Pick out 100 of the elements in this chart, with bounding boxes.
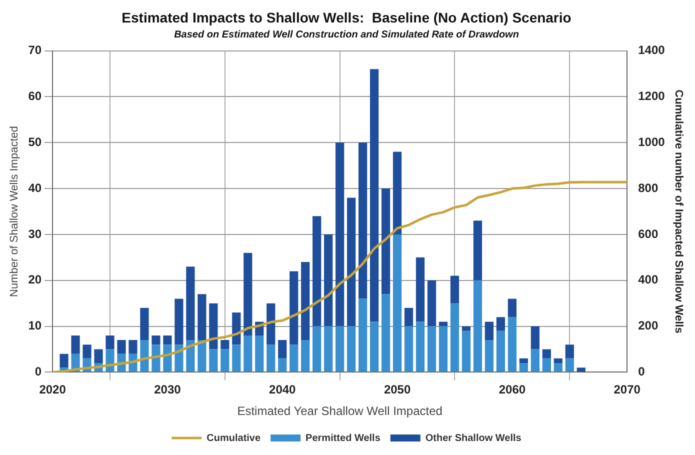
bar [462, 330, 471, 372]
bar [209, 349, 218, 372]
y-tick-label: 50 [28, 134, 42, 149]
bar [576, 368, 586, 372]
bar [140, 308, 149, 340]
bar [163, 344, 172, 372]
bar [140, 340, 149, 372]
bar [404, 326, 414, 372]
y-tick-label: 60 [28, 89, 42, 104]
bar [163, 335, 172, 345]
bar [473, 220, 482, 280]
y2-tick-label: 400 [638, 272, 658, 287]
bar [186, 266, 195, 340]
y2-tick-label: 1000 [638, 134, 666, 149]
bar [427, 280, 436, 326]
bar [554, 358, 562, 364]
y2-tick-label: 1400 [638, 43, 666, 58]
y-tick-label: 30 [28, 226, 42, 241]
bar [301, 262, 310, 340]
bar [358, 298, 368, 372]
bar [347, 198, 356, 326]
bar [106, 335, 114, 350]
bar [381, 294, 390, 372]
bar [450, 276, 460, 304]
chart-subtitle: Based on Estimated Well Construction and Simulated Rate of Drawdown [174, 30, 519, 41]
bar [312, 326, 322, 372]
bar [404, 308, 414, 326]
bar [336, 326, 344, 372]
x-tick-label: 2070 [614, 382, 641, 397]
y2-axis-title: Cumulative number of Impacted Shallow Wells [672, 90, 684, 334]
x-tick-label: 2060 [498, 382, 526, 397]
y2-tick-label: 800 [638, 180, 658, 195]
chart-title: Estimated Impacts to Shallow Wells: Baseline (No Action) Scenario [122, 9, 572, 26]
bar [152, 335, 160, 345]
x-tick-label: 2050 [384, 382, 411, 397]
bar [392, 152, 402, 234]
bar [496, 330, 506, 372]
bar [301, 340, 310, 372]
bar [484, 340, 494, 372]
bar [438, 326, 448, 372]
bar [266, 303, 276, 345]
bar [244, 252, 252, 336]
bar [542, 358, 551, 372]
bar [542, 349, 551, 358]
bar [370, 322, 379, 372]
bar [336, 142, 344, 326]
bar [462, 326, 471, 331]
bar [530, 349, 540, 372]
bar [473, 280, 482, 372]
x-tick-label: 2020 [39, 382, 66, 397]
bar [244, 335, 252, 372]
bar [358, 142, 368, 299]
bar [484, 322, 494, 340]
bar [266, 344, 276, 372]
bar [186, 340, 195, 372]
x-tick-label: 2030 [154, 382, 182, 397]
bar [347, 326, 356, 372]
y2-tick-label: 0 [638, 364, 646, 379]
bar [71, 335, 80, 354]
y2-tick-label: 1200 [638, 89, 666, 104]
y2-tick-label: 200 [638, 318, 658, 333]
y-tick-label: 0 [34, 364, 42, 379]
y-tick-label: 10 [28, 318, 42, 333]
x-tick-label: 2040 [269, 382, 296, 397]
bar [496, 317, 506, 331]
bar [508, 298, 517, 318]
bar [508, 317, 517, 372]
bar [324, 234, 333, 326]
legend-label: Cumulative [206, 432, 261, 444]
bar [232, 344, 241, 372]
x-axis-title: Estimated Year Shallow Well Impacted [237, 404, 442, 418]
bar [82, 344, 92, 358]
y-tick-label: 20 [28, 272, 42, 287]
bar [117, 340, 126, 354]
bar [174, 298, 184, 345]
bar [278, 358, 287, 372]
bar [255, 335, 264, 372]
y-tick-label: 70 [28, 43, 42, 58]
bar [290, 344, 298, 372]
bar [198, 340, 206, 372]
bar [324, 326, 333, 372]
y-axis-title: Number of Shallow Wells Impacted [8, 126, 21, 297]
bar [198, 294, 206, 340]
bar [128, 340, 138, 354]
y2-tick-label: 600 [638, 226, 658, 241]
bar [530, 326, 540, 350]
bar [519, 358, 528, 364]
bar [209, 303, 218, 350]
bar [60, 354, 68, 368]
bar [381, 188, 390, 294]
bar [416, 322, 425, 372]
bar [519, 363, 528, 372]
bar [220, 340, 230, 350]
bar [290, 271, 298, 345]
bar [554, 363, 562, 372]
y-tick-label: 40 [28, 180, 42, 195]
bar [450, 303, 460, 372]
bar [438, 322, 448, 326]
bar [416, 257, 425, 322]
legend-label: Other Shallow Wells [425, 432, 522, 444]
